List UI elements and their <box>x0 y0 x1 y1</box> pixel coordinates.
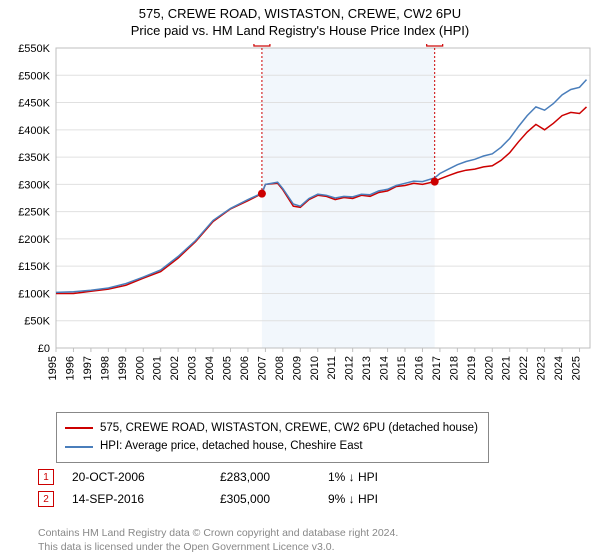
y-tick-label: £500K <box>18 70 50 82</box>
title-block: 575, CREWE ROAD, WISTASTON, CREWE, CW2 6… <box>0 0 600 38</box>
y-tick-label: £0 <box>38 343 50 355</box>
x-tick-label: 2022 <box>518 356 530 380</box>
transaction-date: 14-SEP-2016 <box>72 492 202 506</box>
x-tick-label: 2000 <box>134 356 146 380</box>
x-tick-label: 2010 <box>309 356 321 380</box>
x-tick-label: 2004 <box>204 356 216 380</box>
x-tick-label: 2024 <box>553 356 565 380</box>
transaction-row: 2 14-SEP-2016 £305,000 9% ↓ HPI <box>38 488 428 510</box>
transaction-price: £305,000 <box>220 492 310 506</box>
x-tick-label: 2001 <box>152 356 164 380</box>
y-tick-label: £400K <box>18 125 50 137</box>
x-tick-label: 2002 <box>169 356 181 380</box>
y-tick-label: £300K <box>18 179 50 191</box>
transaction-price: £283,000 <box>220 470 310 484</box>
y-tick-label: £100K <box>18 288 50 300</box>
transaction-date: 20-OCT-2006 <box>72 470 202 484</box>
legend-label-property: 575, CREWE ROAD, WISTASTON, CREWE, CW2 6… <box>100 419 478 437</box>
x-tick-label: 2025 <box>571 356 583 380</box>
x-tick-label: 1995 <box>47 356 59 380</box>
x-tick-label: 2007 <box>256 356 268 380</box>
x-tick-label: 2012 <box>344 356 356 380</box>
x-tick-label: 1999 <box>117 356 129 380</box>
legend-row-hpi: HPI: Average price, detached house, Ches… <box>65 437 478 455</box>
y-tick-label: £50K <box>24 316 50 328</box>
footer-line-2: This data is licensed under the Open Gov… <box>38 540 398 554</box>
x-tick-label: 1997 <box>82 356 94 380</box>
legend-swatch-hpi <box>65 446 93 448</box>
legend-label-hpi: HPI: Average price, detached house, Ches… <box>100 437 363 455</box>
x-tick-label: 2023 <box>536 356 548 380</box>
y-tick-label: £150K <box>18 261 50 273</box>
y-tick-label: £250K <box>18 207 50 219</box>
x-tick-label: 1996 <box>64 356 76 380</box>
x-tick-label: 1998 <box>99 356 111 380</box>
x-tick-label: 2014 <box>379 356 391 380</box>
y-tick-label: £350K <box>18 152 50 164</box>
legend-swatch-property <box>65 427 93 429</box>
marker-badge-num: 1 <box>259 44 265 45</box>
y-tick-label: £550K <box>18 44 50 55</box>
transaction-badge: 2 <box>38 491 54 507</box>
x-tick-label: 2013 <box>361 356 373 380</box>
legend: 575, CREWE ROAD, WISTASTON, CREWE, CW2 6… <box>56 412 489 463</box>
legend-row-property: 575, CREWE ROAD, WISTASTON, CREWE, CW2 6… <box>65 419 478 437</box>
transaction-table: 1 20-OCT-2006 £283,000 1% ↓ HPI 2 14-SEP… <box>38 466 428 510</box>
x-tick-label: 2016 <box>413 356 425 380</box>
y-tick-label: £450K <box>18 98 50 110</box>
x-tick-label: 2015 <box>396 356 408 380</box>
y-tick-label: £200K <box>18 234 50 246</box>
chart: £0 £50K £100K £150K £200K £250K £300K £350K £400… <box>0 44 600 404</box>
transaction-delta: 1% ↓ HPI <box>328 470 428 484</box>
x-tick-label: 2006 <box>239 356 251 380</box>
marker-dot <box>258 190 266 198</box>
x-tick-label: 2020 <box>483 356 495 380</box>
marker-dot <box>431 178 439 186</box>
x-tick-label: 2009 <box>291 356 303 380</box>
x-tick-label: 2017 <box>431 356 443 380</box>
marker-badge-num: 2 <box>432 44 438 45</box>
chart-svg: £0 £50K £100K £150K £200K £250K £300K £350K £400… <box>0 44 600 404</box>
x-tick-label: 2018 <box>448 356 460 380</box>
title-sub: Price paid vs. HM Land Registry's House … <box>0 23 600 38</box>
title-main: 575, CREWE ROAD, WISTASTON, CREWE, CW2 6… <box>0 6 600 21</box>
transaction-row: 1 20-OCT-2006 £283,000 1% ↓ HPI <box>38 466 428 488</box>
x-tick-label: 2021 <box>501 356 513 380</box>
x-tick-label: 2003 <box>187 356 199 380</box>
footer-line-1: Contains HM Land Registry data © Crown c… <box>38 526 398 540</box>
transaction-delta: 9% ↓ HPI <box>328 492 428 506</box>
x-tick-label: 2005 <box>222 356 234 380</box>
x-tick-label: 2011 <box>326 356 338 380</box>
x-tick-label: 2008 <box>274 356 286 380</box>
transaction-badge: 1 <box>38 469 54 485</box>
footer: Contains HM Land Registry data © Crown c… <box>38 526 398 554</box>
x-tick-label: 2019 <box>466 356 478 380</box>
